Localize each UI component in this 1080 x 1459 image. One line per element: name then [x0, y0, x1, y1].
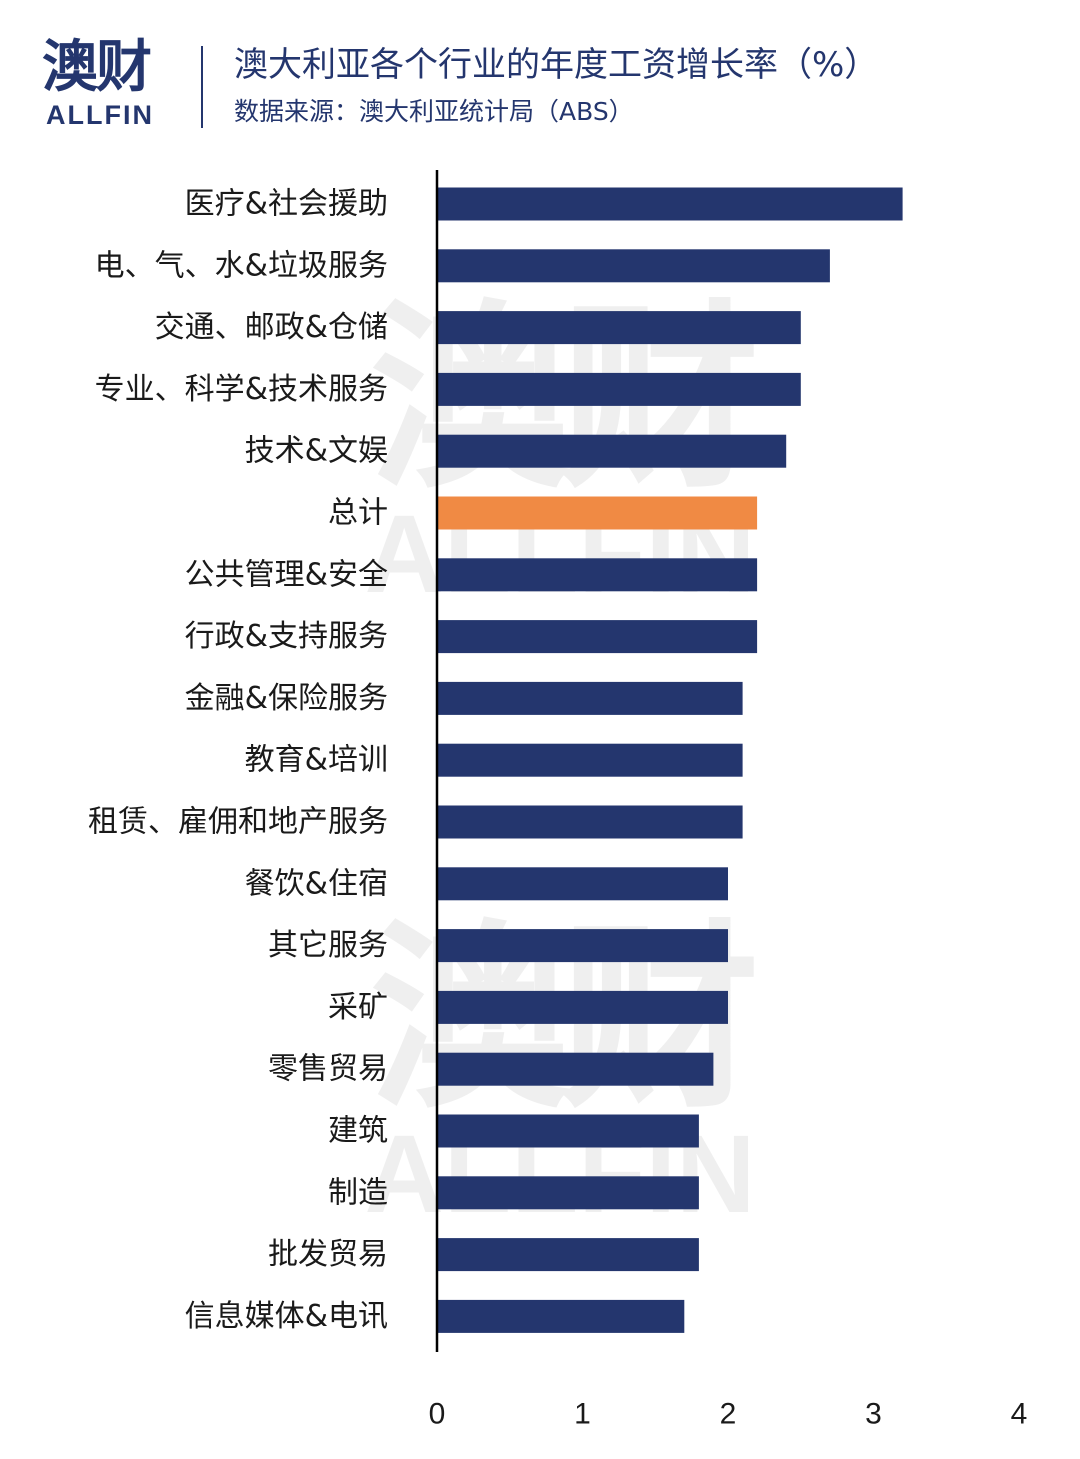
category-label: 其它服务 — [268, 928, 388, 963]
header-divider — [201, 46, 203, 128]
bar — [437, 187, 903, 221]
bar-total — [437, 496, 758, 530]
category-label: 专业、科学&技术服务 — [95, 372, 388, 407]
chart-subtitle: 数据来源：澳大利亚统计局（ABS） — [234, 97, 634, 126]
logo-text: ALLFIN — [46, 100, 154, 130]
bar — [437, 990, 728, 1024]
bar — [437, 558, 758, 592]
chart-title: 澳大利亚各个行业的年度工资增长率（%） — [234, 45, 879, 85]
bar — [437, 1052, 714, 1086]
category-label: 医疗&社会援助 — [185, 187, 388, 222]
category-label: 金融&保险服务 — [185, 681, 388, 716]
x-tick-label: 3 — [865, 1398, 882, 1431]
chart-header: 澳财 ALLFIN 澳大利亚各个行业的年度工资增长率（%） 数据来源：澳大利亚统… — [0, 0, 1080, 140]
bar — [437, 249, 830, 283]
bar — [437, 681, 743, 715]
bar — [437, 1176, 699, 1210]
category-label: 行政&支持服务 — [185, 619, 388, 654]
x-tick-label: 4 — [1011, 1398, 1028, 1431]
bar — [437, 620, 758, 654]
category-label: 交通、邮政&仓储 — [155, 310, 388, 345]
category-label: 批发贸易 — [268, 1237, 388, 1272]
category-label: 制造 — [328, 1175, 388, 1210]
bar — [437, 1114, 699, 1148]
category-label: 公共管理&安全 — [185, 557, 388, 592]
category-label: 建筑 — [328, 1114, 388, 1149]
bar — [437, 434, 787, 468]
x-tick-label: 2 — [720, 1398, 737, 1431]
bar — [437, 805, 743, 839]
category-label: 租赁、雇佣和地产服务 — [88, 805, 388, 840]
x-tick-label: 0 — [429, 1398, 446, 1431]
bar — [437, 311, 801, 345]
logo-mark: 澳财 — [42, 35, 152, 100]
x-tick-label: 1 — [574, 1398, 591, 1431]
category-label: 餐饮&住宿 — [245, 866, 388, 901]
bar — [437, 867, 728, 901]
bar — [437, 1238, 699, 1272]
category-label: 信息媒体&电讯 — [185, 1299, 388, 1334]
category-label: 教育&培训 — [245, 743, 388, 778]
category-label: 零售贸易 — [268, 1052, 388, 1087]
bar — [437, 929, 728, 963]
bar — [437, 743, 743, 777]
bar — [437, 372, 801, 406]
category-label: 总计 — [328, 496, 388, 531]
category-label: 采矿 — [328, 990, 388, 1025]
bar — [437, 1299, 685, 1333]
category-label: 电、气、水&垃圾服务 — [95, 248, 388, 283]
category-label: 技术&文娱 — [245, 434, 388, 469]
